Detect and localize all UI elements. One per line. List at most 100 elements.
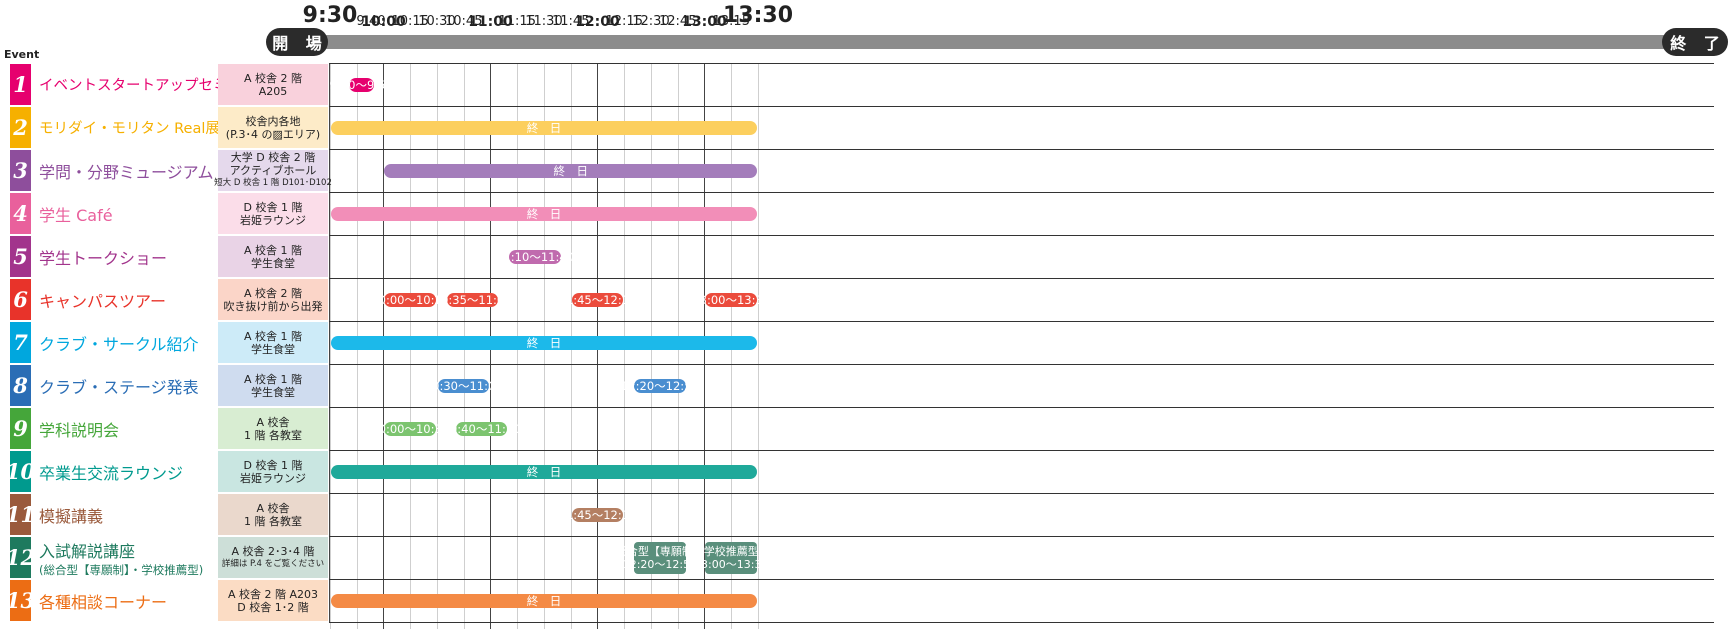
event-title: 入試解説講座 bbox=[39, 541, 136, 561]
event-row: 3 学問・分野ミュージアム 大学 D 校舎 2 階アクティブホール 短大 D 校舎 1… bbox=[0, 150, 1735, 193]
event-number-badge: 11 bbox=[6, 494, 35, 535]
event-number-badge: 3 bbox=[10, 150, 31, 191]
row-divider bbox=[329, 235, 1714, 236]
time-tick-label: 11:30 bbox=[525, 14, 563, 29]
session-label: 10:40〜11:10 bbox=[442, 422, 521, 436]
session-label: 12:20〜12:50 bbox=[621, 379, 699, 393]
venue-line: 1 階 各教室 bbox=[244, 514, 302, 528]
venue-line: アクティブホール bbox=[229, 164, 317, 177]
venue-line: A 校舎 2 階 A203 bbox=[227, 587, 319, 601]
session-label: 9:40〜9:55 bbox=[329, 78, 393, 92]
session-bar: 学校推薦型 13:00〜13:30 bbox=[694, 542, 768, 574]
event-row: 13 各種相談コーナー A 校舎 2 階 A203 D 校舎 1･2 階 終 日 bbox=[0, 580, 1735, 623]
session-bar: 終 日 bbox=[331, 207, 757, 221]
event-number-badge: 5 bbox=[10, 236, 31, 277]
event-venue: A 校舎 2 階 A205 bbox=[218, 64, 328, 105]
session-bar: 10:35〜11:05 bbox=[434, 293, 512, 307]
time-tick-label: 10:15 bbox=[391, 14, 429, 29]
venue-line: 短大 D 校舎 1 階 D101･D102 bbox=[214, 178, 332, 188]
session-label: 10:00〜10:30 bbox=[371, 422, 450, 436]
session-bar: 12:20〜12:50 bbox=[621, 379, 699, 393]
session-label: 11:45〜12:15 bbox=[558, 508, 637, 522]
event-column-header: Event bbox=[4, 48, 40, 61]
session-label: 11:10〜11:40 bbox=[496, 250, 574, 264]
venue-line: A 校舎 2 階 bbox=[243, 286, 302, 300]
close-pill: 終 了 bbox=[1662, 28, 1728, 56]
timeline-bar bbox=[296, 35, 1714, 49]
time-tick-label: 12:15 bbox=[605, 14, 643, 29]
session-label: 10:30〜11:00 bbox=[424, 379, 503, 393]
time-start-label: 9:30 bbox=[302, 3, 358, 28]
time-tick-label: 9:40 bbox=[356, 14, 386, 29]
event-name: キャンパスツアー bbox=[39, 279, 214, 320]
event-number-badge: 9 bbox=[10, 408, 31, 449]
session-label: 終 日 bbox=[526, 336, 562, 350]
event-number-badge: 4 bbox=[10, 193, 31, 234]
time-tick-label: 11:45 bbox=[552, 14, 590, 29]
event-venue: 校舎内各地 (P.3･4 の▨エリア) bbox=[218, 107, 328, 148]
session-label: 10:00〜10:30 bbox=[371, 293, 450, 307]
event-number-badge: 13 bbox=[6, 580, 35, 621]
event-name: クラブ・ステージ発表 bbox=[39, 365, 214, 406]
row-divider bbox=[329, 493, 1714, 494]
venue-line: 岩姫ラウンジ bbox=[240, 471, 306, 485]
event-venue: D 校舎 1 階岩姫ラウンジ bbox=[218, 451, 328, 492]
session-bar: 11:10〜11:40 bbox=[496, 250, 574, 264]
event-venue: A 校舎 2･3･4 階詳細は P.4 をご覧ください bbox=[218, 537, 328, 578]
event-subtitle: (総合型【専願制】・学校推薦型) bbox=[39, 562, 204, 577]
session-label: 終 日 bbox=[526, 121, 562, 135]
venue-line: A 校舎 1 階 bbox=[243, 329, 302, 343]
session-bar: 11:45〜12:15 bbox=[559, 293, 636, 307]
row-divider bbox=[329, 579, 1714, 580]
venue-line: 学生食堂 bbox=[251, 256, 295, 270]
session-time: 12:20〜12:50 bbox=[622, 558, 698, 571]
row-divider bbox=[329, 450, 1714, 451]
venue-line: 学生食堂 bbox=[251, 342, 295, 356]
session-bar: 11:45〜12:15 bbox=[559, 508, 636, 522]
venue-line: (P.3･4 の▨エリア) bbox=[225, 127, 321, 141]
time-tick-label: 12:45 bbox=[659, 14, 697, 29]
event-name: 学科説明会 bbox=[39, 408, 214, 449]
venue-line: 1 階 各教室 bbox=[244, 428, 302, 442]
row-divider bbox=[329, 321, 1714, 322]
time-tick-label: 11:15 bbox=[498, 14, 536, 29]
venue-line: 大学 D 校舎 2 階 bbox=[230, 151, 316, 164]
time-end-label: 13:30 bbox=[722, 3, 793, 28]
event-number-badge: 12 bbox=[6, 537, 35, 578]
time-tick-label: 13:00 bbox=[682, 14, 727, 30]
session-bar: 終 日 bbox=[331, 465, 757, 479]
event-name: 入試解説講座 (総合型【専願制】・学校推薦型) bbox=[39, 537, 214, 578]
time-tick-label: 12:00 bbox=[575, 14, 620, 30]
venue-line: 詳細は P.4 をご覧ください bbox=[221, 558, 325, 569]
venue-line: D 校舎 1 階 bbox=[243, 458, 303, 472]
event-row: 11 模擬講義 A 校舎 1 階 各教室 11:45〜12:15 bbox=[0, 494, 1735, 537]
event-name: 学生トークショー bbox=[39, 236, 214, 277]
event-row: 4 学生 Café D 校舎 1 階岩姫ラウンジ 終 日 bbox=[0, 193, 1735, 236]
time-tick-label: 10:45 bbox=[445, 14, 483, 29]
row-divider bbox=[329, 364, 1714, 365]
session-label: 11:45〜12:15 bbox=[558, 293, 637, 307]
event-name: 模擬講義 bbox=[39, 494, 214, 535]
event-number-badge: 7 bbox=[10, 322, 31, 363]
session-bar: 終 日 bbox=[331, 336, 757, 350]
event-venue: A 校舎 2 階 A203 D 校舎 1･2 階 bbox=[218, 580, 328, 621]
row-divider bbox=[329, 149, 1714, 150]
session-time: 13:00〜13:30 bbox=[694, 558, 769, 571]
venue-line: 校舎内各地 bbox=[245, 114, 301, 128]
row-divider bbox=[329, 106, 1714, 107]
venue-line: A 校舎 2･3･4 階 bbox=[231, 544, 315, 558]
event-name: クラブ・サークル紹介 bbox=[39, 322, 214, 363]
time-tick-label: 10:30 bbox=[418, 14, 456, 29]
row-divider bbox=[329, 192, 1714, 193]
venue-line: A 校舎 bbox=[256, 501, 290, 515]
event-title: 各種相談コーナー bbox=[39, 592, 168, 612]
event-number-badge: 10 bbox=[6, 451, 35, 492]
event-name: 学生 Café bbox=[39, 193, 214, 234]
venue-line: A 校舎 bbox=[256, 415, 290, 429]
venue-line: A205 bbox=[258, 84, 288, 98]
venue-line: A 校舎 2 階 bbox=[243, 71, 302, 85]
event-title: モリダイ・モリタン Real展 bbox=[39, 121, 220, 137]
venue-line: 岩姫ラウンジ bbox=[240, 213, 306, 227]
time-tick-label: 13:15 bbox=[712, 14, 750, 29]
event-name: 各種相談コーナー bbox=[39, 580, 214, 621]
